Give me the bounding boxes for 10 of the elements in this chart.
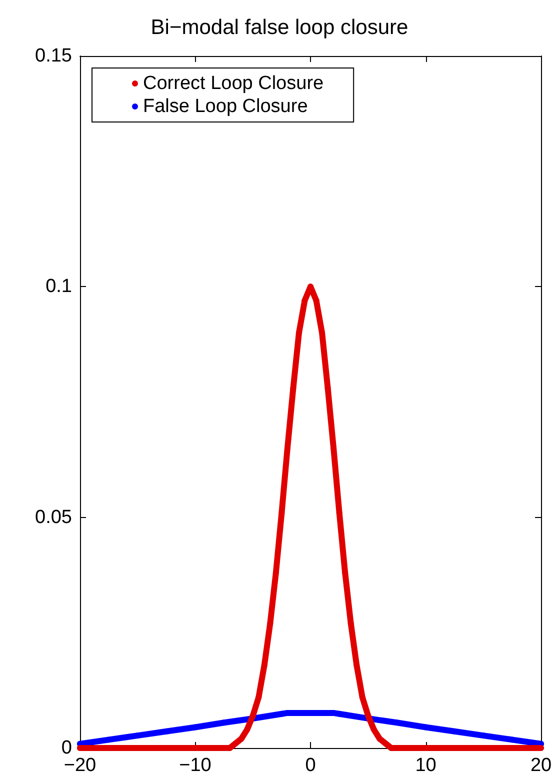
x-tick-label: 10 — [415, 755, 436, 776]
y-tick-label: 0.05 — [35, 506, 72, 528]
legend-label: False Loop Closure — [143, 96, 308, 117]
x-tick-label: −10 — [179, 755, 212, 776]
legend-label: Correct Loop Closure — [143, 73, 324, 94]
x-tick-label: 0 — [305, 755, 316, 776]
y-tick-label: 0.1 — [46, 276, 72, 298]
x-tick-label: 20 — [530, 755, 552, 776]
y-tick-label: 0.15 — [35, 46, 72, 66]
chart-title: Bi−modal false loop closure — [150, 16, 408, 39]
